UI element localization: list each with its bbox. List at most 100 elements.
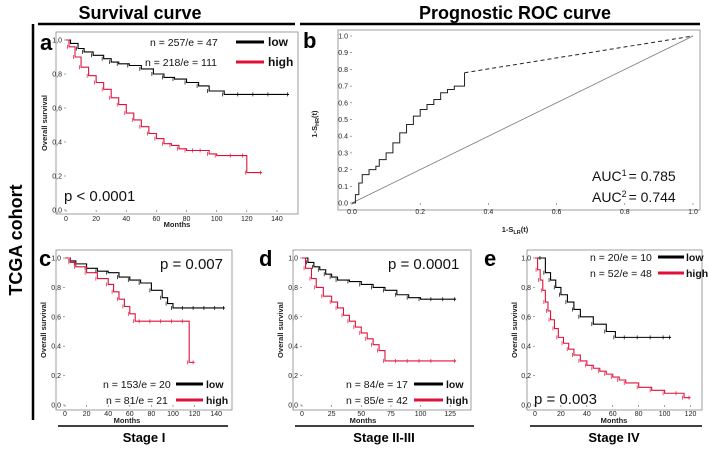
panel-d-x-tick-label: 75: [387, 411, 395, 418]
panel-b-reference-line: [351, 35, 694, 204]
panel-c-y-axis-label: Overall survival: [39, 302, 48, 358]
panel-e-legend-high-text: n = 52/e = 48: [590, 268, 652, 280]
panel-b-y-tick-label: 0.3: [338, 150, 348, 157]
panel-e-y-tick-label: 0,0: [521, 403, 531, 410]
panel-e-x-tick-label: 40: [583, 411, 591, 418]
panel-b-label: b: [303, 28, 316, 53]
panel-a-curve-high: [66, 39, 262, 174]
panel-e-x-tick-label: 0: [533, 411, 537, 418]
panel-a-y-tick-label: 0,6: [52, 106, 62, 113]
panel-a-y-ticks: 0,0 0,2 0,4 0,6 0,8 1,0: [52, 38, 66, 215]
panel-a-y-tick-label: 0,0: [52, 208, 62, 215]
panel-d-y-ticks: 0,0 0,2 0,4 0,6 0,8 1,0: [288, 256, 302, 410]
panel-d-x-tick-label: 50: [357, 411, 365, 418]
panel-b-y-tick-label: 0.1: [338, 184, 348, 191]
panel-c-stage-label: Stage I: [123, 430, 166, 445]
panel-b-y-ticks: 0.0 0.1 0.2 0.3 0.4 0.5 0.6 0.7 0.8 0.9 1.0: [338, 34, 352, 208]
panel-c-curve-high: [65, 257, 195, 363]
panel-c-x-tick-label: 80: [148, 411, 156, 418]
panel-d-x-tick-label: 0: [300, 411, 304, 418]
panel-e-x-tick-label: 100: [659, 411, 671, 418]
panel-d-x-tick-label: 25: [328, 411, 336, 418]
panel-d-x-tick-label: 125: [444, 411, 456, 418]
panel-c-survival-chart: c 0,00,20,40,60,81,0 0 20 40 60 80 100 120 140 …: [39, 246, 233, 445]
panel-c-x-tick-label: 40: [104, 411, 112, 418]
panel-b-y-tick-label: 0.9: [338, 50, 348, 57]
panel-c-x-ticks: 0 20 40 60 80 100 120 140: [63, 405, 222, 418]
panel-d-label: d: [259, 246, 272, 271]
panel-a-legend-high-text: n = 218/e = 111: [145, 57, 217, 69]
panel-d-x-tick-label: 100: [415, 411, 427, 418]
panel-d-curves: [302, 257, 457, 363]
panel-c-x-tick-label: 100: [167, 411, 179, 418]
panel-b-x-tick-label: 0.4: [484, 209, 494, 216]
panel-d-legend-low-word: low: [446, 379, 464, 391]
panel-b-curves: [351, 35, 694, 204]
panel-e-curve-high: [535, 257, 691, 399]
panel-e-x-tick-label: 120: [685, 411, 697, 418]
panel-e-y-tick-label: 0,8: [521, 285, 531, 292]
panel-b-y-tick-label: 1.0: [338, 34, 348, 41]
panel-e-x-tick-label: 60: [609, 411, 617, 418]
panel-d-y-tick-label: 0,2: [288, 373, 298, 380]
panel-c-y-tick-label: 0,8: [51, 285, 61, 292]
panel-c-x-axis-label: Months: [114, 416, 141, 425]
tcga-cohort-label: TCGA cohort: [6, 184, 26, 295]
panel-e-y-tick-label: 0,6: [521, 314, 531, 321]
panel-a-legend-low-word: low: [268, 35, 289, 49]
panel-b-auc1: AUC1 = 0.785: [592, 168, 676, 184]
panel-a-curves: [66, 39, 289, 175]
panel-c-y-tick-label: 0,2: [51, 373, 61, 380]
panel-c-x-tick-label: 0: [63, 411, 67, 418]
panel-b-y-axis-label: 1-SHR(t): [310, 110, 321, 138]
panel-d-p-value: p = 0.0001: [388, 256, 459, 273]
panel-a-x-tick-label: 100: [211, 216, 223, 223]
panel-c-legend-low-text: n = 153/e = 20: [103, 379, 171, 391]
panel-d-curve-high: [302, 257, 457, 362]
panel-a-y-axis-label: Overall survival: [40, 95, 49, 151]
panel-d-y-tick-label: 0,4: [288, 344, 298, 351]
panel-d-y-tick-label: 0,8: [288, 285, 298, 292]
panel-b-y-tick-label: 0.7: [338, 84, 348, 91]
panel-a-legend-high-word: high: [268, 55, 293, 69]
panel-b-y-tick-label: 0.6: [338, 100, 348, 107]
panel-a-survival-chart: a 0,00,20,40,60,81,0 0 20 40 60 80 100 120 140 …: [40, 30, 299, 229]
panel-d-y-tick-label: 1,0: [288, 256, 298, 263]
panel-c-legend-high-text: n = 81/e = 21: [106, 395, 168, 407]
panel-c-y-tick-label: 1,0: [51, 256, 61, 263]
panel-d-y-axis-label: Overall survival: [276, 302, 285, 358]
panel-c-y-tick-label: 0,6: [51, 314, 61, 321]
survival-curve-header: Survival curve: [78, 3, 201, 23]
panel-d-legend-low-text: n = 84/e = 17: [346, 379, 408, 391]
panel-b-y-tick-label: 0.0: [338, 201, 348, 208]
panel-c-legend-high-word: high: [206, 395, 228, 407]
panel-c-x-tick-label: 120: [189, 411, 201, 418]
panel-e-curves: [535, 256, 691, 400]
panel-b-y-tick-label: 0.8: [338, 67, 348, 74]
panel-a-x-tick-label: 60: [153, 216, 161, 223]
panel-c-legend-low-word: low: [206, 379, 224, 391]
panel-b-x-tick-label: 0.8: [620, 209, 630, 216]
panel-d-stage-label: Stage II-III: [353, 430, 414, 445]
panel-e-x-tick-label: 20: [557, 411, 565, 418]
panel-d-survival-chart: d 0,0 0,2 0,4 0,6 0,8 1,0 0 25 50 75 100 125 Overa…: [259, 246, 474, 445]
panel-b-roc-curve: [352, 72, 466, 204]
panel-a-x-tick-label: 20: [92, 216, 100, 223]
panel-e-y-tick-label: 1,0: [521, 256, 531, 263]
panel-b-x-tick-label: 0.0: [347, 209, 357, 216]
panel-e-x-tick-label: 80: [635, 411, 643, 418]
panel-c-y-tick-label: 0,4: [51, 344, 61, 351]
panel-e-x-axis-label: Months: [601, 416, 628, 425]
panel-c-label: c: [39, 246, 51, 271]
panel-a-x-axis-label: Months: [164, 220, 191, 229]
panel-e-x-ticks: 0 20 40 60 80 100 120: [533, 405, 696, 418]
panel-c-x-tick-label: 60: [126, 411, 134, 418]
panel-e-y-tick-label: 0,2: [521, 373, 531, 380]
panel-e-y-tick-label: 0,4: [521, 344, 531, 351]
panel-c-p-value: p = 0.007: [160, 256, 223, 273]
panel-a-x-tick-label: 40: [122, 216, 130, 223]
panel-c-x-tick-label: 140: [210, 411, 222, 418]
panel-d-legend-high-text: n = 85/e = 42: [346, 395, 408, 407]
panel-d-x-ticks: 0 25 50 75 100 125: [300, 405, 456, 418]
